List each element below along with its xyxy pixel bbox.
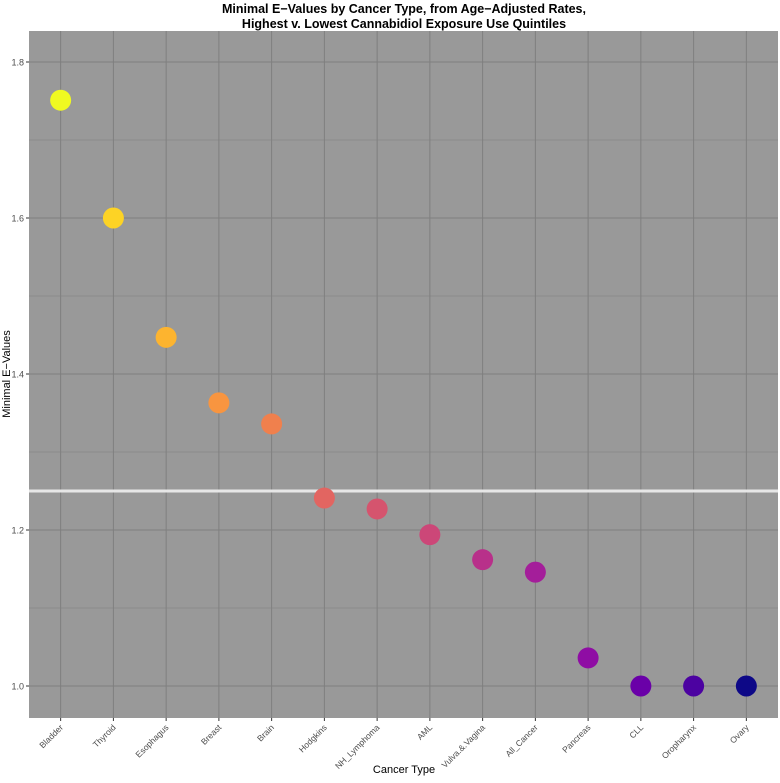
y-tick-label: 1.2 <box>11 526 24 536</box>
x-tick-label: Breast <box>199 722 224 747</box>
x-axis-label: Cancer Type <box>373 764 435 776</box>
y-tick-label: 1.6 <box>11 214 24 224</box>
data-point-hodgkins <box>313 487 335 509</box>
x-tick-label: All_Cancer <box>503 722 540 759</box>
x-tick-label: Pancreas <box>560 722 592 754</box>
data-point-brain <box>261 413 283 435</box>
y-tick-label: 1.0 <box>11 682 24 692</box>
data-point-vulva-vagina <box>472 549 494 571</box>
x-tick-label: Bladder <box>37 722 65 750</box>
x-tick-label: Brain <box>255 722 276 743</box>
y-axis-label: Minimal E−Values <box>1 330 13 418</box>
data-point-nh-lymphoma <box>366 498 388 520</box>
data-point-pancreas <box>577 647 599 669</box>
data-point-cll <box>630 675 652 697</box>
chart-title-line-1: Minimal E−Values by Cancer Type, from Ag… <box>222 2 586 16</box>
data-point-oropharynx <box>683 675 705 697</box>
x-tick-label: Ovary <box>728 722 752 746</box>
x-tick-label: CLL <box>627 722 645 740</box>
y-tick-label: 1.8 <box>11 58 24 68</box>
x-tick-label: Hodgkins <box>297 722 329 754</box>
data-point-ovary <box>735 675 757 697</box>
x-tick-label: Vulva.&.Vagina <box>440 722 488 770</box>
data-point-esophagus <box>155 326 177 348</box>
x-tick-label: Esophagus <box>133 722 170 759</box>
x-tick-label: Oropharynx <box>660 722 699 761</box>
data-point-thyroid <box>102 207 124 229</box>
chart-title-line-2: Highest v. Lowest Cannabidiol Exposure U… <box>242 17 566 31</box>
x-tick-label: AML <box>415 722 435 742</box>
y-tick-label: 1.4 <box>11 370 24 380</box>
data-point-bladder <box>50 89 72 111</box>
data-point-breast <box>208 392 230 414</box>
data-point-all-cancer <box>524 561 546 583</box>
data-point-aml <box>419 524 441 546</box>
x-tick-label: Thyroid <box>91 722 118 749</box>
